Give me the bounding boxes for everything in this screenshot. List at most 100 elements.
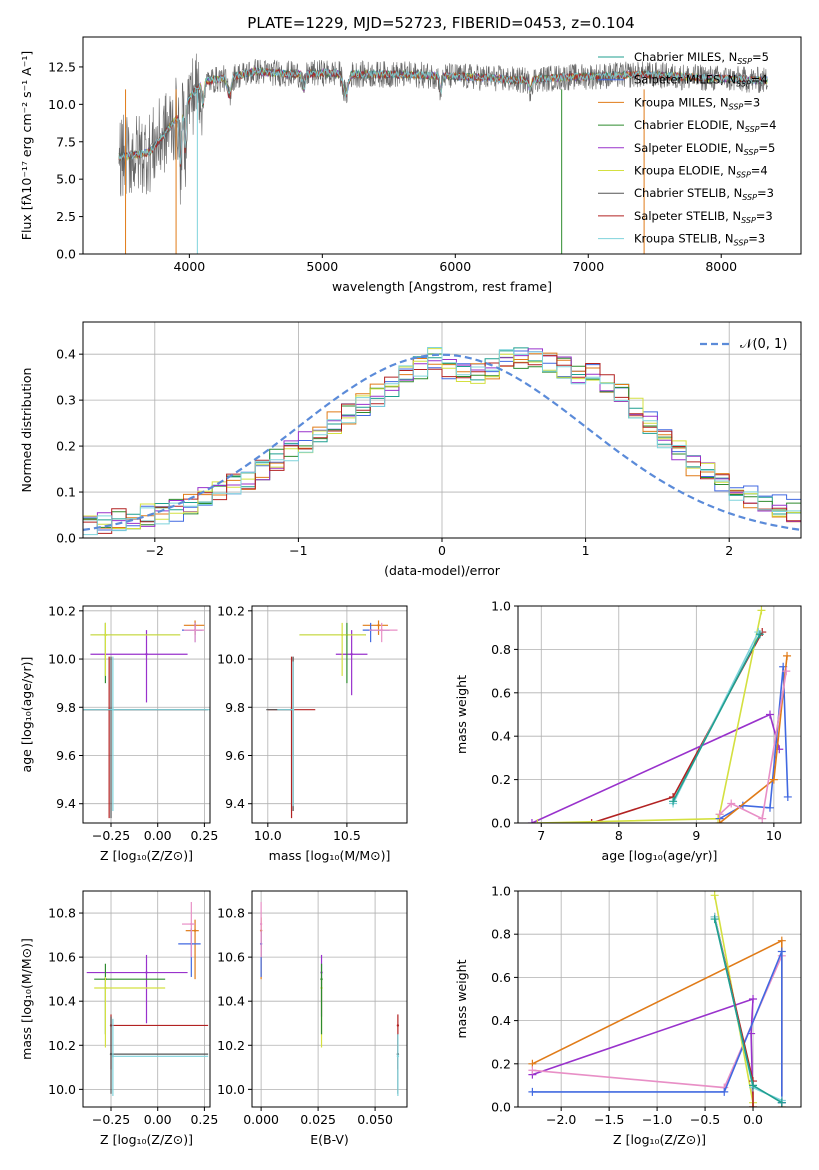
data-point [104, 986, 107, 990]
x-tick-label: −0.5 [690, 1112, 720, 1127]
spectrum-lines [118, 53, 768, 254]
y-tick-label: 10.8 [48, 906, 76, 921]
weight-line [672, 633, 761, 802]
data-point [380, 628, 383, 632]
y-tick-label: 0.6 [491, 970, 511, 985]
legend-subscript: SSP [736, 171, 751, 180]
x-tick-label: −0.25 [92, 1112, 130, 1127]
x-axis-label: Z [log₁₀(Z/Z⊙)] [100, 1132, 193, 1147]
legend-suffix: =4 [760, 118, 777, 132]
x-tick-label: 7 [537, 828, 545, 843]
y-tick-label: 10.8 [217, 906, 245, 921]
x-axis-label: (data-model)/error [384, 563, 501, 578]
plus-marker [710, 891, 719, 900]
legend-name: Chabrier MILES, N [634, 50, 737, 64]
histogram-step [83, 348, 801, 538]
legend-subscript: SSP [736, 80, 751, 89]
legend-name: Salpeter ELODIE, N [634, 141, 744, 155]
y-tick-label: 0.0 [491, 1100, 511, 1115]
legend-suffix: =3 [748, 232, 765, 246]
y-tick-label: 9.8 [56, 700, 76, 715]
spectrum-title: PLATE=1229, MJD=52723, FIBERID=0453, z=0… [247, 14, 634, 32]
plus-marker [758, 814, 767, 823]
spectrum-series-line [118, 66, 768, 165]
x-axis-label: E(B-V) [310, 1132, 349, 1147]
legend-subscript: SSP [741, 216, 756, 225]
legend-suffix: =3 [757, 186, 774, 200]
data-point [396, 1055, 400, 1058]
data-point [340, 633, 344, 637]
plus-marker [749, 1103, 758, 1107]
data-point [111, 1055, 115, 1058]
x-axis-label: age [log₁₀(age/yr)] [602, 848, 718, 863]
data-point [109, 1052, 113, 1056]
x-tick-label: −1 [289, 543, 307, 558]
weight-line [532, 951, 783, 1103]
x-tick-label: −2.0 [546, 1112, 576, 1127]
y-tick-label: 7.5 [56, 134, 76, 149]
y-tick-label: 10.4 [217, 994, 245, 1009]
plus-marker [528, 1066, 537, 1075]
histogram-step [83, 350, 801, 538]
errorbar-group [266, 620, 398, 819]
y-tick-label: 9.8 [225, 700, 245, 715]
legend-subscript: SSP [734, 239, 749, 248]
legend-name: Salpeter MILES, N [634, 73, 736, 87]
y-axis-label: Normed distribution [19, 368, 34, 493]
data-point [190, 922, 193, 926]
x-tick-label: 1 [582, 543, 590, 558]
legend-label: Kroupa STELIB, NSSP=3 [634, 232, 765, 248]
plus-marker [727, 799, 736, 808]
data-point [320, 977, 323, 981]
plus-marker [765, 803, 774, 812]
legend-label: Kroupa ELODIE, NSSP=4 [634, 164, 768, 180]
data-point [291, 708, 295, 711]
x-tick-label: 0.25 [190, 828, 218, 843]
legend-suffix: =4 [751, 73, 768, 87]
y-tick-label: 0.2 [56, 439, 76, 454]
plus-marker [777, 1098, 786, 1107]
x-tick-label: 0.00 [144, 1112, 172, 1127]
x-tick-label: 10.0 [254, 828, 282, 843]
data-point [259, 922, 263, 926]
histogram-step [83, 347, 801, 538]
x-tick-label: 0 [438, 543, 446, 558]
y-tick-label: 9.4 [225, 796, 245, 811]
spectrum-series-line [118, 53, 768, 205]
y-tick-label: 0.8 [491, 927, 511, 942]
x-tick-label: 0.25 [190, 1112, 218, 1127]
legend-label: Salpeter ELODIE, NSSP=5 [634, 141, 775, 157]
data-point [193, 929, 197, 932]
x-tick-label: −1.0 [642, 1112, 672, 1127]
plus-marker [669, 797, 678, 806]
errorbar-group [83, 620, 210, 819]
y-tick-label: 0.0 [56, 247, 76, 262]
y-tick-label: 0.0 [56, 531, 76, 546]
histogram-step [83, 355, 801, 538]
x-axis-label: mass [log₁₀(M/M⊙)] [269, 848, 391, 863]
plus-marker [782, 667, 791, 676]
x-tick-label: 9 [692, 828, 700, 843]
data-point [145, 653, 148, 656]
x-tick-label: 10.5 [333, 828, 361, 843]
y-tick-label: 0.4 [491, 729, 511, 744]
legend-suffix: =3 [743, 95, 760, 109]
y-axis-label: mass weight [454, 959, 469, 1038]
x-tick-label: 0.00 [144, 828, 172, 843]
plus-marker [720, 1087, 729, 1096]
plot-frame [251, 605, 408, 824]
y-tick-label: 10.4 [48, 994, 76, 1009]
plus-marker [528, 1087, 537, 1096]
x-tick-label: 0.050 [357, 1112, 393, 1127]
plus-marker [777, 947, 786, 956]
legend-label: Kroupa MILES, NSSP=3 [634, 95, 760, 111]
legend-label: Chabrier STELIB, NSSP=3 [634, 186, 774, 202]
legend-name: Salpeter STELIB, N [634, 209, 741, 223]
x-tick-label: −2 [146, 543, 164, 558]
histogram-group [83, 347, 801, 538]
y-axis-label: mass [log₁₀(M/M⊙)] [19, 938, 34, 1060]
legend-label: Salpeter MILES, NSSP=4 [634, 73, 768, 89]
legend-name: Kroupa ELODIE, N [634, 164, 736, 178]
y-tick-label: 0.4 [491, 1013, 511, 1028]
plot-frame [251, 890, 408, 1108]
